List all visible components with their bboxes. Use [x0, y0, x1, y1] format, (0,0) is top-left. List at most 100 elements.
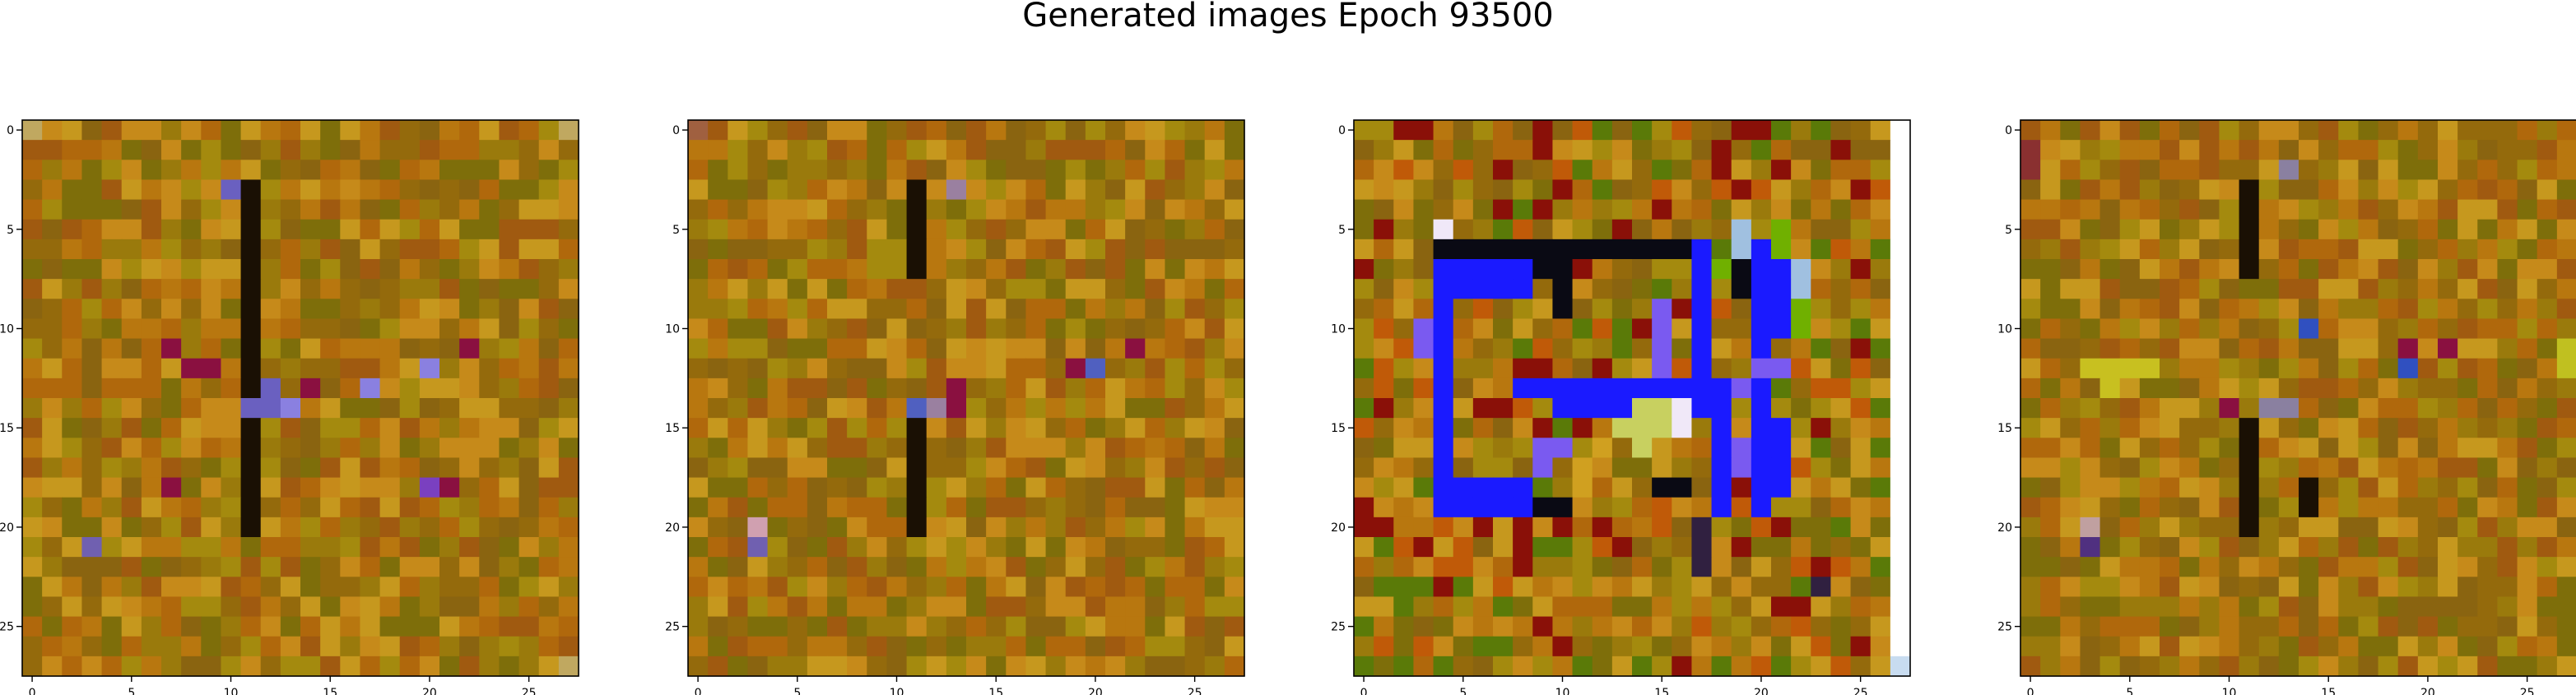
heatmap-cell	[201, 457, 222, 479]
heatmap-cell	[1513, 438, 1533, 459]
heatmap-cell	[1204, 259, 1225, 280]
heatmap-cell	[2099, 477, 2121, 498]
heatmap-cell	[1453, 616, 1474, 637]
heatmap-cell	[1125, 497, 1146, 518]
heatmap-cell	[1552, 358, 1574, 379]
heatmap-cell	[1006, 438, 1027, 459]
heatmap-cell	[1145, 259, 1166, 280]
heatmap-cell	[221, 497, 242, 518]
heatmap-cell	[1711, 239, 1732, 260]
heatmap-cell	[2318, 656, 2339, 677]
heatmap-cell	[1751, 616, 1772, 637]
heatmap-cell	[2239, 140, 2260, 160]
heatmap-cell	[2556, 358, 2576, 379]
heatmap-cell	[2536, 120, 2558, 141]
heatmap-cell	[280, 616, 301, 637]
heatmap-cell	[946, 457, 967, 479]
heatmap-cell	[360, 497, 381, 518]
heatmap-cell	[1125, 199, 1146, 220]
heatmap-cell	[1393, 656, 1415, 677]
heatmap-cell	[1552, 457, 1574, 479]
axes-frame	[687, 119, 1245, 677]
heatmap-cell	[121, 160, 142, 181]
heatmap-cell	[518, 199, 540, 220]
heatmap-cell	[419, 636, 440, 657]
heatmap-cell	[121, 596, 142, 618]
heatmap-cell	[1493, 577, 1514, 598]
heatmap-cell	[1771, 279, 1792, 299]
heatmap-cell	[161, 279, 182, 299]
heatmap-cell	[2378, 596, 2399, 618]
heatmap-cell	[2318, 457, 2339, 479]
heatmap-cell	[1711, 418, 1732, 438]
heatmap-cell	[807, 239, 828, 260]
heatmap-cell	[81, 398, 103, 419]
heatmap-cell	[747, 577, 769, 598]
heatmap-cell	[1105, 457, 1126, 479]
heatmap-cell	[260, 537, 281, 558]
heatmap-cell	[1493, 596, 1514, 618]
heatmap-cell	[2160, 179, 2180, 201]
heatmap-cell	[2040, 497, 2061, 518]
heatmap-cell	[499, 398, 520, 419]
heatmap-cell	[260, 477, 281, 498]
heatmap-cell	[1532, 398, 1554, 419]
heatmap-cell	[221, 477, 242, 498]
heatmap-cell	[161, 378, 182, 399]
heatmap-cell	[1393, 259, 1415, 280]
heatmap-cell	[1830, 299, 1852, 320]
heatmap-cell	[767, 160, 788, 181]
heatmap-cell	[1652, 318, 1672, 340]
heatmap-cell	[1413, 279, 1434, 299]
x-tick-label: 25	[1188, 687, 1202, 695]
heatmap-cell	[1791, 239, 1811, 260]
heatmap-cell	[1513, 517, 1533, 538]
heatmap-cell	[1513, 279, 1533, 299]
heatmap-cell	[1125, 179, 1146, 201]
heatmap-cell	[747, 219, 769, 240]
heatmap-cell	[1045, 537, 1067, 558]
heatmap-cell	[1493, 656, 1514, 677]
heatmap-cell	[1453, 596, 1474, 618]
heatmap-cell	[101, 279, 123, 299]
heatmap-cell	[1184, 318, 1206, 340]
heatmap-cell	[1751, 497, 1772, 518]
heatmap-cell	[1572, 179, 1593, 201]
heatmap-cell	[1453, 557, 1474, 577]
heatmap-cell	[2239, 219, 2260, 240]
heatmap-cell	[1731, 160, 1752, 181]
heatmap-cell	[747, 279, 769, 299]
heatmap-cell	[728, 378, 749, 399]
heatmap-cell	[1592, 517, 1613, 538]
heatmap-cell	[747, 457, 769, 479]
heatmap-cell	[1632, 517, 1653, 538]
heatmap-cell	[2060, 616, 2081, 637]
heatmap-cell	[1433, 656, 1454, 677]
heatmap-cell	[201, 140, 222, 160]
heatmap-cell	[867, 179, 888, 201]
heatmap-cell	[1413, 537, 1434, 558]
heatmap-cell	[240, 160, 262, 181]
heatmap-cell	[747, 517, 769, 538]
heatmap-cell	[2119, 438, 2141, 459]
heatmap-cell	[2179, 537, 2200, 558]
heatmap-cell	[399, 338, 421, 359]
heatmap-cell	[1771, 120, 1792, 141]
heatmap-cell	[558, 279, 579, 299]
heatmap-cell	[2258, 457, 2280, 479]
heatmap-cell	[1731, 338, 1752, 359]
heatmap-cell	[2278, 179, 2299, 201]
heatmap-cell	[847, 318, 867, 340]
heatmap-cell	[2040, 318, 2061, 340]
heatmap-cell	[1224, 279, 1245, 299]
heatmap-cell	[688, 438, 709, 459]
heatmap-cell	[1850, 616, 1872, 637]
heatmap-cell	[767, 517, 788, 538]
heatmap-cell	[1165, 557, 1186, 577]
axes-frame	[2020, 119, 2576, 677]
heatmap-cell	[906, 279, 928, 299]
heatmap-cell	[379, 338, 401, 359]
heatmap-cell	[2020, 358, 2041, 379]
heatmap-cell	[1691, 279, 1713, 299]
heatmap-cell	[2497, 577, 2518, 598]
